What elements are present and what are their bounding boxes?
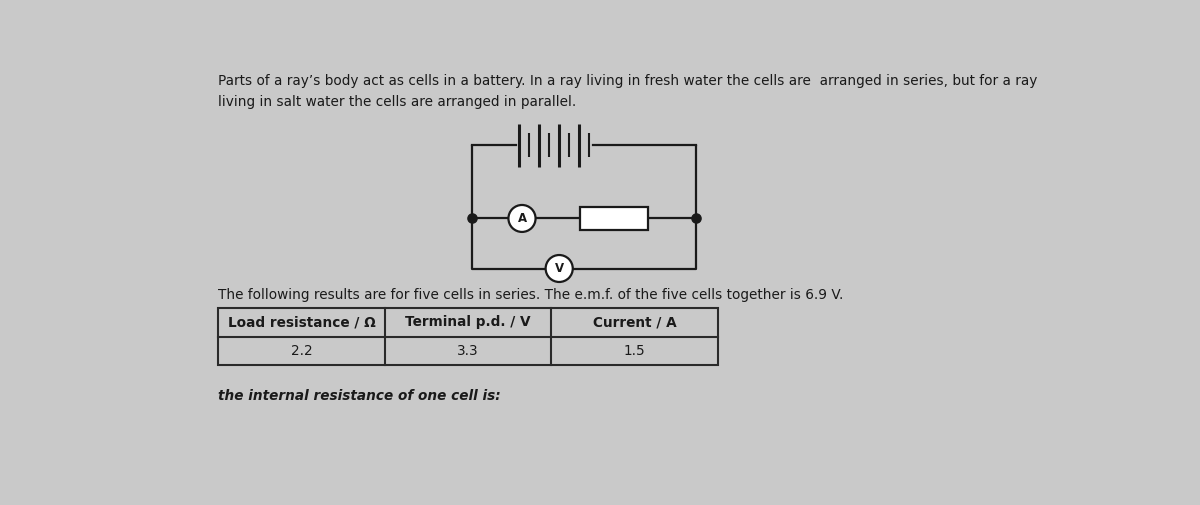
Text: Load resistance / Ω: Load resistance / Ω [228, 316, 376, 329]
Circle shape [546, 255, 572, 282]
Circle shape [509, 205, 535, 232]
Bar [580, 207, 648, 230]
Text: The following results are for five cells in series. The e.m.f. of the five cells: The following results are for five cells… [218, 288, 844, 302]
Text: Terminal p.d. / V: Terminal p.d. / V [406, 316, 530, 329]
Text: the internal resistance of one cell is:: the internal resistance of one cell is: [218, 389, 500, 403]
Text: A: A [517, 212, 527, 225]
Bar [218, 308, 718, 365]
Text: Parts of a ray’s body act as cells in a battery. In a ray living in fresh water : Parts of a ray’s body act as cells in a … [218, 74, 1038, 88]
Text: V: V [554, 262, 564, 275]
Text: 1.5: 1.5 [624, 344, 646, 358]
Text: 2.2: 2.2 [290, 344, 312, 358]
Text: Current / A: Current / A [593, 316, 677, 329]
Text: living in salt water the cells are arranged in parallel.: living in salt water the cells are arran… [218, 95, 576, 109]
Text: 3.3: 3.3 [457, 344, 479, 358]
